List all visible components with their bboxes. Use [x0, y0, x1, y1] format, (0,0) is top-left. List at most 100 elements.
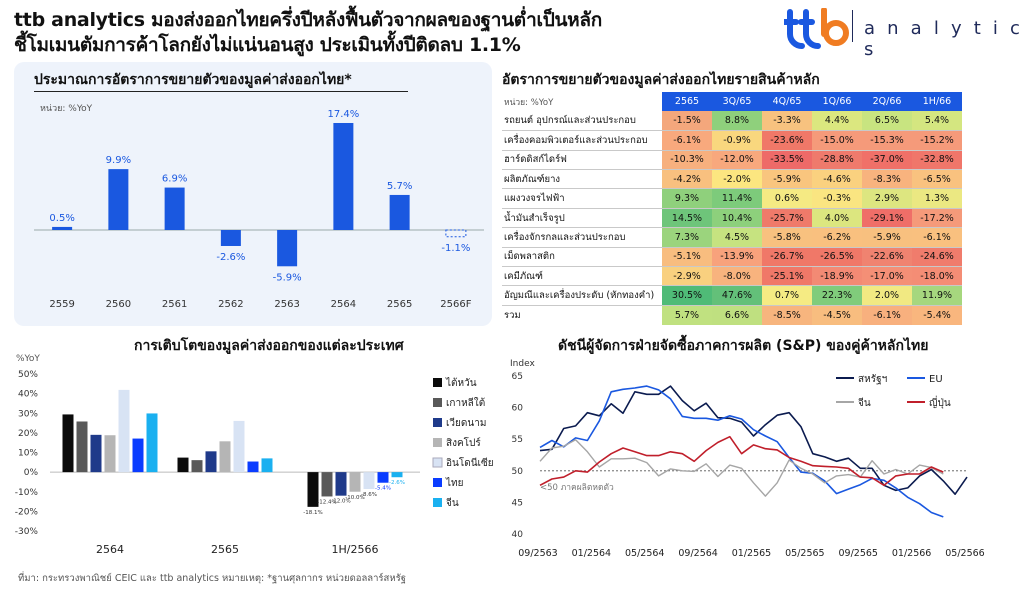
heatmap-cell: 0.6%: [762, 188, 812, 209]
pmi-ylabel: Index: [510, 359, 535, 369]
heatmap-row: เคมีภัณฑ์ -2.9% -8.0% -25.1% -18.9% -17.0% -18…: [502, 266, 962, 287]
countries-bar-2564-สิงคโปร์: [104, 435, 116, 473]
pmi-legend-label-EU: EU: [929, 374, 943, 385]
heatmap-cell: -6.1%: [912, 227, 962, 248]
heatmap-cell: 2.0%: [862, 285, 912, 306]
countries-legend-label-จีน: จีน: [446, 497, 459, 509]
heatmap-cell: 14.5%: [662, 208, 712, 229]
countries-chart-title: การเติบโตของมูลค่าส่งออกของแต่ละประเทศ: [134, 338, 404, 354]
pmi-x-tick: 09/2563: [518, 548, 557, 559]
heatmap-cell: -5.8%: [762, 227, 812, 248]
pmi-x-tick: 01/2566: [892, 548, 931, 559]
annual-x-tick-2561: 2561: [162, 299, 187, 310]
heatmap-cell: -23.6%: [762, 130, 812, 151]
heatmap-cell: -6.5%: [912, 169, 962, 190]
pmi-line-EU: [539, 385, 944, 518]
countries-legend-swatch-เวียดนาม: [433, 418, 442, 427]
countries-y-tick: 20%: [18, 429, 38, 439]
countries-y-tick: -30%: [15, 527, 39, 537]
annual-bar-2565: [389, 194, 410, 230]
heatmap-cell: -8.3%: [862, 169, 912, 190]
heatmap-cell: -5.4%: [912, 304, 962, 325]
annual-bar-2562: [220, 230, 241, 246]
countries-legend-swatch-อินโดนีเซีย: [432, 457, 443, 468]
countries-legend-swatch-เกาหลีใต้: [433, 398, 442, 407]
annual-title-underline: [34, 91, 408, 92]
countries-data-label: -18.1%: [303, 510, 322, 516]
heatmap-cell: -13.9%: [712, 247, 762, 268]
heatmap-row-label: รวม: [502, 304, 662, 325]
annual-data-label-2563: -5.9%: [273, 272, 302, 283]
heatmap-title: อัตราการขยายตัวของมูลค่าส่งออกไทยรายสินค…: [502, 72, 820, 88]
heatmap-cell: -22.6%: [862, 247, 912, 268]
countries-bar-1H/2566-อินโดนีเซีย: [363, 472, 375, 490]
heatmap-row-label: ผลิตภัณฑ์ยาง: [502, 169, 662, 190]
pmi-y-tick: 45: [512, 498, 523, 508]
heatmap-cell: 4.5%: [712, 227, 762, 248]
headline: ttb analytics มองส่งออกไทยครึ่งปีหลังฟื้…: [14, 8, 734, 58]
pmi-line-ญี่ปุ่น: [539, 435, 944, 487]
pmi-x-tick: 01/2565: [732, 548, 771, 559]
heatmap-row: น้ำมันสำเร็จรูป 14.5% 10.4% -25.7% 4.0% -29.1…: [502, 208, 962, 229]
heatmap-cell: -2.0%: [712, 169, 762, 190]
logo-wordmark: a n a l y t i c s: [864, 18, 1024, 60]
countries-data-label: -8.6%: [361, 492, 377, 498]
annual-bar-2563: [277, 230, 298, 267]
heatmap-cell: -33.5%: [762, 150, 812, 171]
pmi-x-tick: 05/2565: [785, 548, 824, 559]
headline-line-1: ttb analytics มองส่งออกไทยครึ่งปีหลังฟื้…: [14, 9, 602, 31]
heatmap-cell: -0.3%: [812, 188, 862, 209]
ttb-logo-mark: [781, 7, 849, 49]
heatmap-cell: -5.1%: [662, 247, 712, 268]
annual-bar-2561: [164, 187, 185, 230]
heatmap-cell: 1.3%: [912, 188, 962, 209]
heatmap-row-label: แผงวงจรไฟฟ้า: [502, 188, 662, 209]
countries-bar-2565-ไต้หวัน: [177, 457, 189, 473]
countries-legend-label-เกาหลีใต้: เกาหลีใต้: [446, 397, 485, 409]
heatmap-row-label: เครื่องจักรกลและส่วนประกอบ: [502, 227, 662, 248]
annual-chart-title: ประมาณการอัตราการขยายตัวของมูลค่าส่งออกไ…: [34, 72, 352, 88]
heatmap-cell: -29.1%: [862, 208, 912, 229]
heatmap-cell: 4.4%: [812, 111, 862, 132]
annual-x-tick-2564: 2564: [331, 299, 356, 310]
annual-data-label-2560: 9.9%: [106, 155, 131, 166]
heatmap-total-row: รวม 5.7% 6.6% -8.5% -4.5% -6.1% -5.4%: [502, 304, 962, 325]
countries-legend-label-เวียดนาม: เวียดนาม: [446, 417, 486, 429]
heatmap-cell: -17.2%: [912, 208, 962, 229]
heatmap-cell: -4.5%: [812, 304, 862, 325]
pmi-x-tick: 05/2566: [945, 548, 984, 559]
logo-separator: [852, 10, 853, 42]
heatmap-cell: -32.8%: [912, 150, 962, 171]
heatmap-column-header: 4Q/65: [762, 92, 812, 112]
heatmap-cell: -24.6%: [912, 247, 962, 268]
countries-y-tick: -20%: [15, 507, 39, 517]
heatmap-column-header: 1H/66: [912, 92, 962, 112]
countries-bar-chart: 50% 40% 30% 20% 10% 0% -10% -20% -30% 2564 2565 -18…: [15, 370, 494, 556]
pmi-y-tick: 60: [512, 404, 524, 414]
heatmap-column-header: 3Q/65: [712, 92, 762, 112]
heatmap-row-label: อัญมณีและเครื่องประดับ (หักทองคำ): [502, 285, 662, 306]
heatmap-cell: 5.4%: [912, 111, 962, 132]
heatmap-cell: -37.0%: [862, 150, 912, 171]
heatmap-cell: -18.9%: [812, 266, 862, 287]
countries-bar-2565-อินโดนีเซีย: [233, 420, 245, 473]
heatmap-cell: 0.7%: [762, 285, 812, 306]
pmi-y-tick: 65: [512, 372, 523, 382]
heatmap-cell: -12.0%: [712, 150, 762, 171]
countries-legend-swatch-สิงคโปร์: [433, 438, 442, 447]
countries-bar-2565-ไทย: [247, 461, 259, 473]
heatmap-cell: 6.6%: [712, 304, 762, 325]
heatmap-cell: -10.3%: [662, 150, 712, 171]
heatmap-row: แผงวงจรไฟฟ้า 9.3% 11.4% 0.6% -0.3% 2.9% 1.3%: [502, 188, 962, 209]
countries-x-tick-2565: 2565: [211, 543, 239, 556]
heatmap-row: เครื่องจักรกลและส่วนประกอบ 7.3% 4.5% -5.8% -…: [502, 227, 962, 248]
heatmap-cell: -6.2%: [812, 227, 862, 248]
heatmap-table: หน่วย: %YoY 2565 3Q/65 4Q/65 1Q/66 2Q/66 1H/66…: [502, 92, 962, 325]
countries-legend-label-สิงคโปร์: สิงคโปร์: [446, 436, 481, 449]
heatmap-cell: 22.3%: [812, 285, 862, 306]
heatmap-cell: -15.3%: [862, 130, 912, 151]
heatmap-row: รถยนต์ อุปกรณ์และส่วนประกอบ -1.5% 8.8% -3.3…: [502, 111, 962, 132]
annual-data-label-2562: -2.6%: [216, 252, 245, 263]
annual-data-label-2566F: -1.1%: [441, 243, 470, 254]
annual-bar-2564: [333, 122, 354, 230]
